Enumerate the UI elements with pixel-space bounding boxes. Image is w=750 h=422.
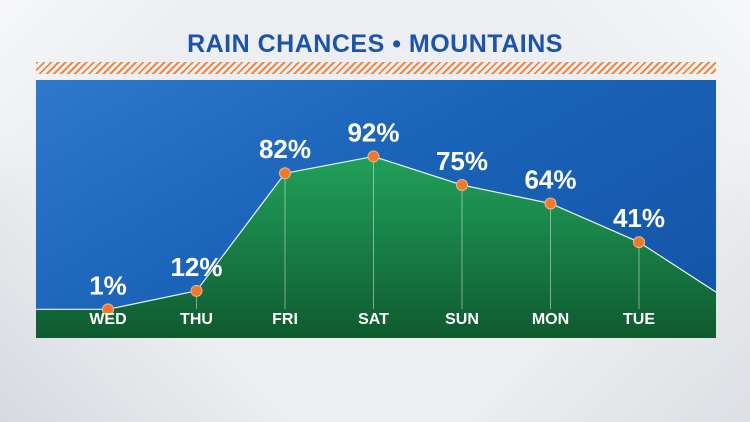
decorative-stripe-band <box>36 62 716 74</box>
day-label-fri: FRI <box>272 311 298 328</box>
point-marker-wed <box>102 303 114 316</box>
day-label-sat: SAT <box>358 311 389 328</box>
point-marker-mon <box>544 197 557 210</box>
day-label-thu: THU <box>180 311 213 328</box>
point-marker-sun <box>456 179 468 191</box>
day-label-wed: WED <box>89 311 126 328</box>
data-label-thu: 12% <box>170 252 222 282</box>
chart-panel: 1% 12% 82% 92% 75% 64% 41% WED THU FRI SAT SUN MON T… <box>36 80 716 338</box>
point-marker-tue <box>633 236 645 249</box>
data-label-tue: 41% <box>613 203 665 233</box>
point-marker-thu <box>190 284 203 297</box>
data-label-mon: 64% <box>524 164 576 194</box>
data-label-fri: 82% <box>259 134 311 164</box>
data-label-wed: 1% <box>89 270 127 300</box>
day-label-tue: TUE <box>623 311 655 328</box>
day-label-mon: MON <box>532 311 569 328</box>
data-label-sun: 75% <box>436 146 488 176</box>
data-label-sat: 92% <box>347 117 399 147</box>
chart-title: RAIN CHANCES • MOUNTAINS <box>187 30 563 58</box>
point-marker-sat <box>367 150 380 163</box>
point-marker-fri <box>279 167 291 180</box>
day-label-sun: SUN <box>445 311 479 328</box>
rain-chance-chart: 1% 12% 82% 92% 75% 64% 41% WED THU FRI SAT SUN MON T… <box>36 117 716 338</box>
rain-area-fill <box>36 156 716 338</box>
